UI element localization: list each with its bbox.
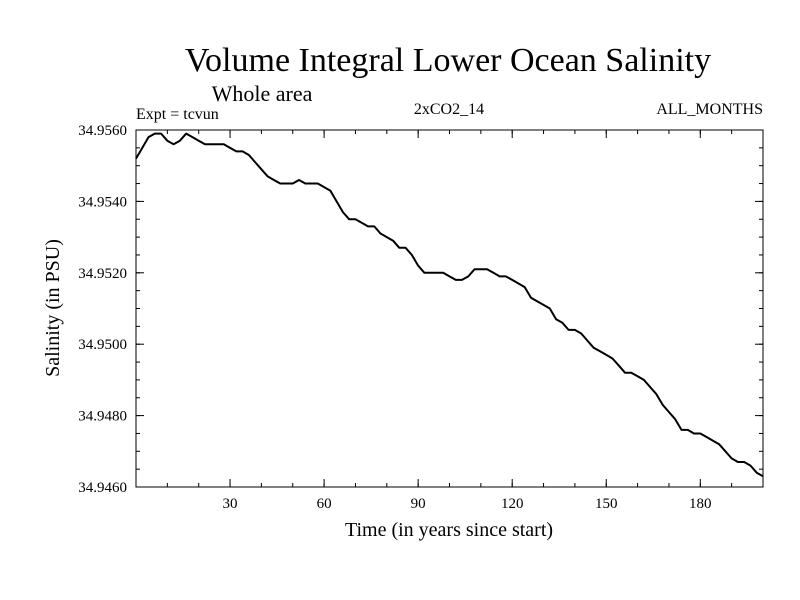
y-axis-label: Salinity (in PSU): [42, 239, 64, 377]
x-tick-label: 180: [689, 496, 712, 512]
y-tick-label: 34.9500: [78, 337, 127, 353]
run-label: 2xCO2_14: [414, 101, 484, 118]
x-tick-labels: 30 60 90 120 150 180: [223, 496, 712, 512]
y-tick-label: 34.9560: [78, 123, 127, 139]
y-tick-label: 34.9520: [78, 266, 127, 282]
period-label: ALL_MONTHS: [656, 101, 763, 118]
y-tick-label: 34.9460: [78, 480, 127, 496]
x-tick-label: 120: [501, 496, 524, 512]
y-tick-label: 34.9540: [78, 194, 127, 210]
experiment-label: Expt = tcvun: [136, 106, 219, 123]
x-tick-label: 60: [317, 496, 332, 512]
x-tick-label: 150: [595, 496, 618, 512]
chart-subtitle: Whole area: [212, 81, 313, 106]
axis-ticks: [136, 129, 763, 488]
x-tick-label: 90: [411, 496, 426, 512]
x-tick-label: 30: [223, 496, 238, 512]
chart-title: Volume Integral Lower Ocean Salinity: [185, 42, 711, 79]
x-axis-label: Time (in years since start): [345, 519, 553, 541]
salinity-series-line: [135, 132, 764, 478]
y-tick-labels: 34.9460 34.9480 34.9500 34.9520 34.9540 34.95…: [78, 123, 127, 496]
plot-frame: [135, 129, 764, 488]
y-tick-label: 34.9480: [78, 409, 127, 425]
